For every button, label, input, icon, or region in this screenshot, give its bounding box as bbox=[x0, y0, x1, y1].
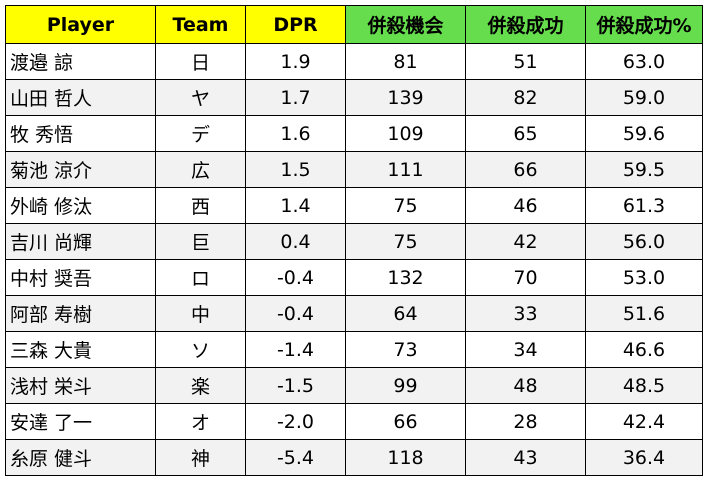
header-cell: 併殺成功 bbox=[465, 5, 586, 44]
cell: 59.6 bbox=[585, 115, 703, 152]
cell: 神 bbox=[155, 439, 246, 476]
cell: 0.4 bbox=[245, 223, 346, 260]
cell: 63.0 bbox=[585, 43, 703, 80]
header-cell: 併殺機会 bbox=[345, 5, 466, 44]
cell: 70 bbox=[465, 259, 586, 296]
player-cell: 安達 了一 bbox=[5, 403, 156, 440]
player-cell: 阿部 寿樹 bbox=[5, 295, 156, 332]
cell: 1.5 bbox=[245, 151, 346, 188]
cell: 34 bbox=[465, 331, 586, 368]
cell: 51.6 bbox=[585, 295, 703, 332]
cell: 75 bbox=[345, 223, 466, 260]
table-row: 安達 了一オ -2.0 66 28 42.4 bbox=[5, 403, 703, 440]
cell: 33 bbox=[465, 295, 586, 332]
cell: -5.4 bbox=[245, 439, 346, 476]
cell: 65 bbox=[465, 115, 586, 152]
cell: オ bbox=[155, 403, 246, 440]
cell: 81 bbox=[345, 43, 466, 80]
cell: 日 bbox=[155, 43, 246, 80]
player-cell: 牧 秀悟 bbox=[5, 115, 156, 152]
cell: 61.3 bbox=[585, 187, 703, 224]
player-cell: 菊池 涼介 bbox=[5, 151, 156, 188]
cell: ソ bbox=[155, 331, 246, 368]
table-row: 渡邉 諒日 1.9 81 51 63.0 bbox=[5, 43, 703, 80]
cell: 73 bbox=[345, 331, 466, 368]
cell: 42.4 bbox=[585, 403, 703, 440]
cell: ロ bbox=[155, 259, 246, 296]
cell: 1.6 bbox=[245, 115, 346, 152]
cell: 59.5 bbox=[585, 151, 703, 188]
cell: 66 bbox=[345, 403, 466, 440]
cell: 59.0 bbox=[585, 79, 703, 116]
cell: 109 bbox=[345, 115, 466, 152]
cell: 広 bbox=[155, 151, 246, 188]
table-row: 糸原 健斗神 -5.4 118 43 36.4 bbox=[5, 439, 703, 476]
player-cell: 外崎 修汰 bbox=[5, 187, 156, 224]
cell: 111 bbox=[345, 151, 466, 188]
cell: 53.0 bbox=[585, 259, 703, 296]
header-cell: 併殺成功% bbox=[585, 5, 703, 44]
cell: 43 bbox=[465, 439, 586, 476]
cell: 36.4 bbox=[585, 439, 703, 476]
cell: -1.4 bbox=[245, 331, 346, 368]
cell: 西 bbox=[155, 187, 246, 224]
table-row: 牧 秀悟デ 1.6 109 65 59.6 bbox=[5, 115, 703, 152]
header-cell: DPR bbox=[245, 5, 346, 44]
cell: 48.5 bbox=[585, 367, 703, 404]
player-cell: 渡邉 諒 bbox=[5, 43, 156, 80]
cell: 48 bbox=[465, 367, 586, 404]
cell: 66 bbox=[465, 151, 586, 188]
cell: -2.0 bbox=[245, 403, 346, 440]
cell: 46.6 bbox=[585, 331, 703, 368]
table-row: 菊池 涼介広 1.5 111 66 59.5 bbox=[5, 151, 703, 188]
cell: 132 bbox=[345, 259, 466, 296]
cell: -0.4 bbox=[245, 259, 346, 296]
data-table: Player Team DPR 併殺機会 併殺成功 併殺成功% 渡邉 諒日 1.9 81 51 6… bbox=[5, 5, 703, 476]
cell: 28 bbox=[465, 403, 586, 440]
cell: 1.9 bbox=[245, 43, 346, 80]
table-body: 渡邉 諒日 1.9 81 51 63.0 山田 哲人ヤ 1.7 139 82 59.0 牧 秀悟デ 1… bbox=[5, 43, 703, 476]
cell: 139 bbox=[345, 79, 466, 116]
table-row: 外崎 修汰西 1.4 75 46 61.3 bbox=[5, 187, 703, 224]
header-cell: Player bbox=[5, 5, 156, 44]
table-row: 吉川 尚輝巨 0.4 75 42 56.0 bbox=[5, 223, 703, 260]
player-cell: 糸原 健斗 bbox=[5, 439, 156, 476]
player-cell: 三森 大貴 bbox=[5, 331, 156, 368]
player-cell: 浅村 栄斗 bbox=[5, 367, 156, 404]
header-cell: Team bbox=[155, 5, 246, 44]
table-row: 中村 奨吾ロ -0.4 132 70 53.0 bbox=[5, 259, 703, 296]
cell: 51 bbox=[465, 43, 586, 80]
table-row: 阿部 寿樹中 -0.4 64 33 51.6 bbox=[5, 295, 703, 332]
cell: 巨 bbox=[155, 223, 246, 260]
cell: 46 bbox=[465, 187, 586, 224]
cell: 64 bbox=[345, 295, 466, 332]
cell: 42 bbox=[465, 223, 586, 260]
cell: デ bbox=[155, 115, 246, 152]
cell: 中 bbox=[155, 295, 246, 332]
cell: 1.4 bbox=[245, 187, 346, 224]
cell: -0.4 bbox=[245, 295, 346, 332]
cell: 56.0 bbox=[585, 223, 703, 260]
table-row: 山田 哲人ヤ 1.7 139 82 59.0 bbox=[5, 79, 703, 116]
cell: ヤ bbox=[155, 79, 246, 116]
player-cell: 吉川 尚輝 bbox=[5, 223, 156, 260]
header-row: Player Team DPR 併殺機会 併殺成功 併殺成功% bbox=[5, 5, 703, 44]
player-cell: 山田 哲人 bbox=[5, 79, 156, 116]
cell: 82 bbox=[465, 79, 586, 116]
cell: -1.5 bbox=[245, 367, 346, 404]
cell: 1.7 bbox=[245, 79, 346, 116]
table-row: 三森 大貴ソ -1.4 73 34 46.6 bbox=[5, 331, 703, 368]
cell: 118 bbox=[345, 439, 466, 476]
cell: 楽 bbox=[155, 367, 246, 404]
player-cell: 中村 奨吾 bbox=[5, 259, 156, 296]
cell: 99 bbox=[345, 367, 466, 404]
cell: 75 bbox=[345, 187, 466, 224]
table-row: 浅村 栄斗楽 -1.5 99 48 48.5 bbox=[5, 367, 703, 404]
